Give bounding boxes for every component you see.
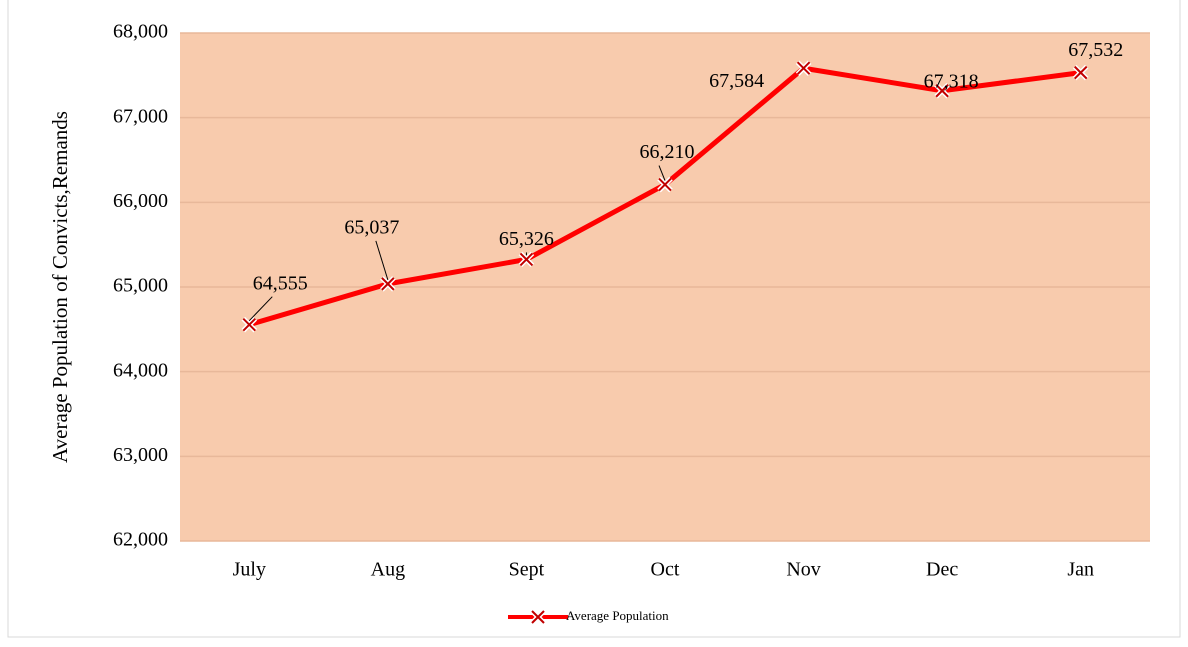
data-label: 67,584 [709,70,764,92]
x-tick-label: Nov [786,559,820,581]
data-label: 64,555 [253,272,308,294]
leader-line [248,296,273,322]
legend-label: Average Population [566,608,669,623]
y-axis-label: Average Population of Convicts,Remands [48,111,72,463]
marker [795,60,812,76]
y-tick-label: 64,000 [113,359,168,381]
data-label: 66,210 [640,141,695,163]
marker [657,176,673,193]
marker-stroke [796,61,811,75]
marker [1072,64,1089,81]
x-tick-label: Sept [509,559,545,581]
data-label: 67,318 [924,70,979,92]
marker [380,276,396,292]
data-label: 67,532 [1068,39,1123,61]
marker [241,316,258,333]
marker-stroke [381,277,395,291]
y-tick-label: 63,000 [113,444,168,466]
marker [934,82,950,99]
x-tick-label: Oct [651,559,680,581]
marker-stroke [531,610,545,624]
leader-line [658,165,666,181]
marker-stroke [519,252,534,267]
leader-line [375,240,389,281]
marker-stroke [242,317,256,332]
marker-stroke [658,177,672,192]
marker [530,609,546,625]
x-tick-label: Aug [371,559,405,581]
y-tick-label: 62,000 [113,529,168,551]
data-label: 65,326 [499,228,554,250]
data-label: 65,037 [344,216,399,238]
y-tick-label: 65,000 [113,275,168,297]
x-tick-label: Dec [926,559,958,581]
y-tick-label: 67,000 [113,105,168,127]
x-tick-label: July [233,559,266,581]
marker-stroke [1074,65,1088,80]
y-tick-label: 68,000 [113,21,168,43]
marker [518,251,535,268]
marker-stroke [935,84,949,98]
x-tick-label: Jan [1067,559,1094,581]
y-tick-label: 66,000 [113,190,168,212]
